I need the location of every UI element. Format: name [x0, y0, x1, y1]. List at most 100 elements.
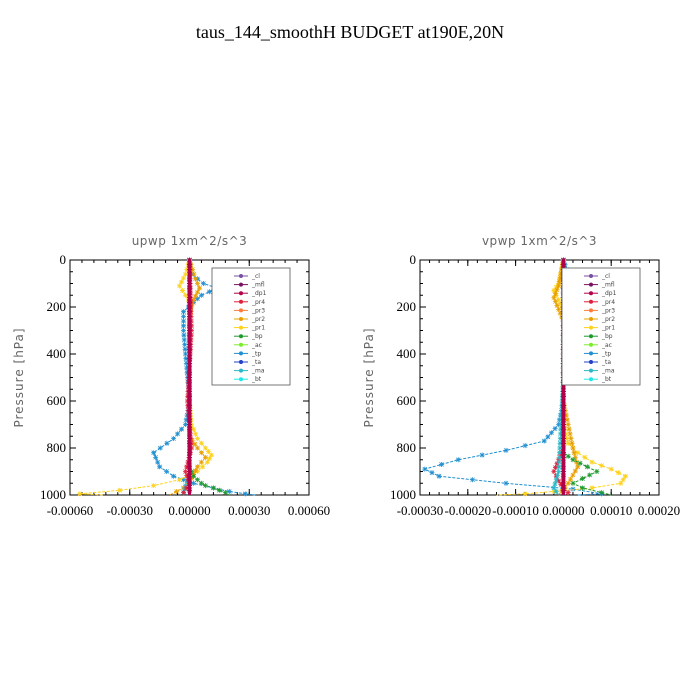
series-point: [77, 491, 83, 497]
series-point: [171, 436, 177, 442]
series-point: [557, 445, 563, 451]
series-point: [194, 281, 200, 286]
series-point: [155, 459, 161, 465]
series-point: [183, 271, 189, 277]
series-point: [191, 271, 197, 277]
figure-title: taus_144_smoothH BUDGET at190E,20N: [195, 22, 505, 42]
series-point: [187, 440, 192, 446]
y-tick-label: 200: [397, 299, 417, 314]
series-point: [183, 360, 189, 366]
series-point: [194, 436, 200, 442]
legend-marker: [589, 299, 593, 304]
series-point: [559, 488, 565, 494]
series-point: [151, 483, 157, 489]
series-point: [429, 470, 435, 476]
series-point: [190, 426, 196, 432]
series-point: [184, 464, 190, 470]
series-point: [557, 440, 563, 446]
x-tick-label: -0.00010: [492, 503, 539, 518]
series-point: [183, 417, 189, 423]
series-point: [205, 449, 211, 455]
series-point: [187, 262, 192, 268]
series-point: [560, 473, 566, 479]
legend-marker: [589, 360, 593, 364]
series-point: [187, 356, 192, 362]
series-point: [570, 472, 576, 478]
series-point: [187, 342, 192, 348]
series-point: [559, 449, 565, 455]
series-point: [242, 491, 248, 497]
series-point: [181, 490, 187, 496]
series-point: [439, 461, 445, 467]
series-point: [560, 389, 566, 395]
legend-marker: [589, 325, 593, 330]
series-point: [181, 313, 187, 319]
legend-label: _mfl: [601, 282, 615, 289]
y-tick-label: 800: [397, 440, 417, 455]
series-point: [558, 481, 564, 487]
series-point: [187, 436, 192, 442]
series-point: [187, 337, 192, 343]
series-point: [556, 283, 562, 289]
y-tick-label: 600: [47, 393, 67, 408]
series-point: [560, 393, 566, 399]
series-point: [567, 431, 573, 437]
y-tick-label: 600: [397, 393, 417, 408]
series-point: [553, 284, 559, 290]
series-point: [552, 291, 558, 297]
series-point: [557, 436, 563, 442]
series-point: [608, 466, 614, 472]
series-point: [187, 384, 192, 390]
series-point: [177, 477, 183, 483]
panel-upwp: upwp 1xm^2/s^3 Pressure [hPa] 0 200 400 600 80…: [12, 234, 330, 518]
x-tick-label: -0.00030: [106, 503, 153, 518]
series-point: [557, 301, 563, 307]
series-point: [198, 450, 204, 456]
series-point: [560, 436, 566, 442]
series-point: [594, 469, 600, 474]
series-point: [560, 483, 566, 489]
series-point: [570, 457, 576, 463]
series-point: [181, 275, 187, 281]
series-point: [202, 445, 208, 451]
series-point: [551, 485, 557, 491]
legend-label: _pr3: [601, 307, 615, 314]
series-point: [560, 417, 566, 423]
series-point: [187, 375, 192, 380]
series-point: [565, 440, 571, 446]
legend-label: _cl: [251, 273, 260, 280]
series-point: [558, 270, 564, 276]
series-point: [204, 459, 210, 465]
series-point: [187, 295, 192, 301]
series-point: [157, 464, 163, 470]
series-point: [187, 407, 192, 413]
series-point: [216, 487, 222, 493]
series-point: [558, 431, 564, 437]
series-point: [587, 472, 593, 478]
series-point: [182, 346, 188, 352]
series-point: [552, 481, 558, 487]
legend-label: _pr4: [601, 299, 615, 306]
series-point: [556, 469, 562, 474]
series-point: [560, 407, 566, 413]
series-point: [187, 370, 192, 376]
legend-marker: [589, 308, 593, 313]
series-point: [582, 454, 588, 460]
legend-marker: [239, 274, 243, 278]
series-point: [198, 440, 204, 446]
legend-label: _bp: [251, 333, 263, 340]
series-point: [187, 487, 192, 493]
series-point: [187, 464, 192, 470]
series-point: [556, 459, 562, 465]
series-point: [187, 478, 192, 484]
series-point: [564, 417, 570, 423]
series-point: [187, 313, 192, 319]
series-point: [179, 426, 185, 432]
series-point: [183, 356, 189, 362]
series-point: [187, 318, 192, 324]
series-point: [181, 477, 187, 483]
series-point: [187, 290, 192, 296]
panel-title: vpwp 1xm^2/s^3: [482, 234, 597, 248]
legend-label: _pr1: [251, 325, 265, 332]
